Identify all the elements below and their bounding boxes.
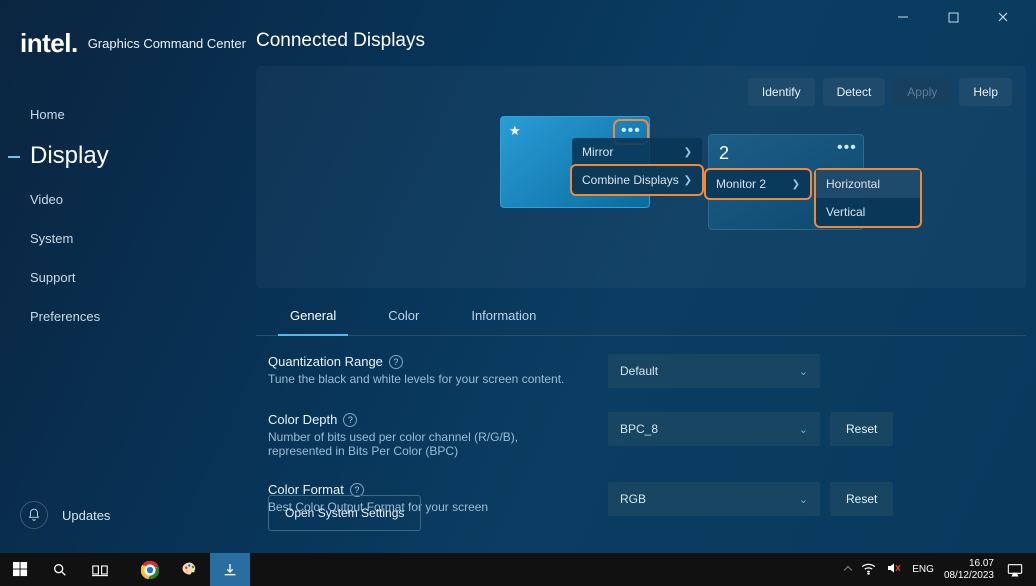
help-button[interactable]: Help [959,78,1012,106]
chrome-app-icon[interactable] [130,553,170,586]
panel-actions: Identify Detect Apply Help [270,78,1012,106]
reset-button[interactable]: Reset [830,412,893,446]
app-window: intel Graphics Command Center Home Displ… [0,0,1036,553]
menu-label: Combine Displays [582,173,679,187]
menu-item-combine-displays[interactable]: Combine Displays ❯ [570,164,704,196]
app-header: intel Graphics Command Center [20,28,246,59]
sidebar: Home Display Video System Support Prefer… [0,95,240,336]
setting-color-depth: Color Depth ? Number of bits used per co… [268,412,1018,458]
window-controls [888,0,1036,34]
bell-icon [20,501,48,529]
search-button[interactable] [40,553,80,586]
quantization-select[interactable]: Default ⌄ [608,354,820,388]
start-button[interactable] [0,553,40,586]
context-menu-level-3: Horizontal Vertical [814,168,922,228]
displays-panel: Identify Detect Apply Help ★ ••• 2 ••• [256,66,1026,288]
tab-information[interactable]: Information [467,298,540,335]
system-tray: ENG 16.07 08/12/2023 [845,553,1036,586]
menu-label: Vertical [826,205,865,219]
menu-item-horizontal[interactable]: Horizontal [816,170,920,198]
setting-desc: Tune the black and white levels for your… [268,372,568,386]
dots-icon[interactable]: ••• [621,122,641,139]
reset-button[interactable]: Reset [830,482,893,516]
clock[interactable]: 16.07 08/12/2023 [944,558,994,582]
tray-expand-icon[interactable] [844,565,852,573]
identify-button[interactable]: Identify [748,78,815,106]
context-menu-level-2: Monitor 2 ❯ [704,168,812,200]
chevron-down-icon: ⌄ [799,365,808,378]
menu-label: Monitor 2 [716,177,766,191]
wifi-icon[interactable] [861,562,876,578]
open-system-settings-button[interactable]: Open System Settings [268,495,421,531]
detect-button[interactable]: Detect [823,78,886,106]
displays-canvas: ★ ••• 2 ••• Mirror ❯ Combine Displays [270,116,1012,266]
sidebar-item-preferences[interactable]: Preferences [0,297,240,336]
primary-star-icon: ★ [509,123,521,139]
sidebar-item-display[interactable]: Display [0,134,240,180]
setting-desc: Number of bits used per color channel (R… [268,430,568,458]
sidebar-item-system[interactable]: System [0,219,240,258]
setting-title: Color Depth [268,412,337,427]
help-icon[interactable]: ? [343,413,357,427]
menu-label: Mirror [582,145,613,159]
monitor-2-number: 2 [719,143,729,164]
setting-quantization: Quantization Range ? Tune the black and … [268,354,1018,388]
brand-logo: intel [20,28,78,59]
help-icon[interactable]: ? [389,355,403,369]
updates-button[interactable]: Updates [20,501,110,529]
chevron-right-icon: ❯ [684,175,692,186]
sidebar-item-support[interactable]: Support [0,258,240,297]
task-view-button[interactable] [80,553,120,586]
maximize-button[interactable] [938,2,968,32]
tabs: General Color Information [256,298,1026,336]
minimize-button[interactable] [888,2,918,32]
close-button[interactable] [988,2,1018,32]
setting-title: Quantization Range [268,354,383,369]
chevron-down-icon: ⌄ [799,423,808,436]
time: 16.07 [969,558,994,570]
dots-icon[interactable]: ••• [837,139,857,157]
context-menu-level-1: Mirror ❯ Combine Displays ❯ [572,138,702,194]
intel-gcc-app-icon[interactable] [210,553,250,586]
notifications-button[interactable] [1004,553,1026,586]
volume-muted-icon[interactable] [886,561,902,578]
main-content: Connected Displays Identify Detect Apply… [256,30,1026,543]
apply-button: Apply [893,78,951,106]
select-value: Default [620,364,658,378]
settings-list: Quantization Range ? Tune the black and … [256,336,1026,516]
chevron-right-icon: ❯ [684,147,692,158]
select-value: RGB [620,492,646,506]
color-format-select[interactable]: RGB ⌄ [608,482,820,516]
tab-general[interactable]: General [286,298,340,335]
app-title: Graphics Command Center [88,36,246,51]
paint-app-icon[interactable] [170,553,210,586]
select-value: BPC_8 [620,422,658,436]
menu-item-monitor-2[interactable]: Monitor 2 ❯ [706,170,810,198]
chevron-right-icon: ❯ [792,179,800,190]
menu-item-mirror[interactable]: Mirror ❯ [572,138,702,166]
menu-label: Horizontal [826,177,880,191]
taskbar: ENG 16.07 08/12/2023 [0,553,1036,586]
page-title: Connected Displays [256,30,1026,52]
sidebar-item-home[interactable]: Home [0,95,240,134]
updates-label: Updates [62,508,110,523]
language-indicator[interactable]: ENG [912,564,934,575]
color-depth-select[interactable]: BPC_8 ⌄ [608,412,820,446]
date: 08/12/2023 [944,570,994,582]
tab-color[interactable]: Color [384,298,423,335]
menu-item-vertical[interactable]: Vertical [816,198,920,226]
chevron-down-icon: ⌄ [799,493,808,506]
sidebar-item-video[interactable]: Video [0,180,240,219]
